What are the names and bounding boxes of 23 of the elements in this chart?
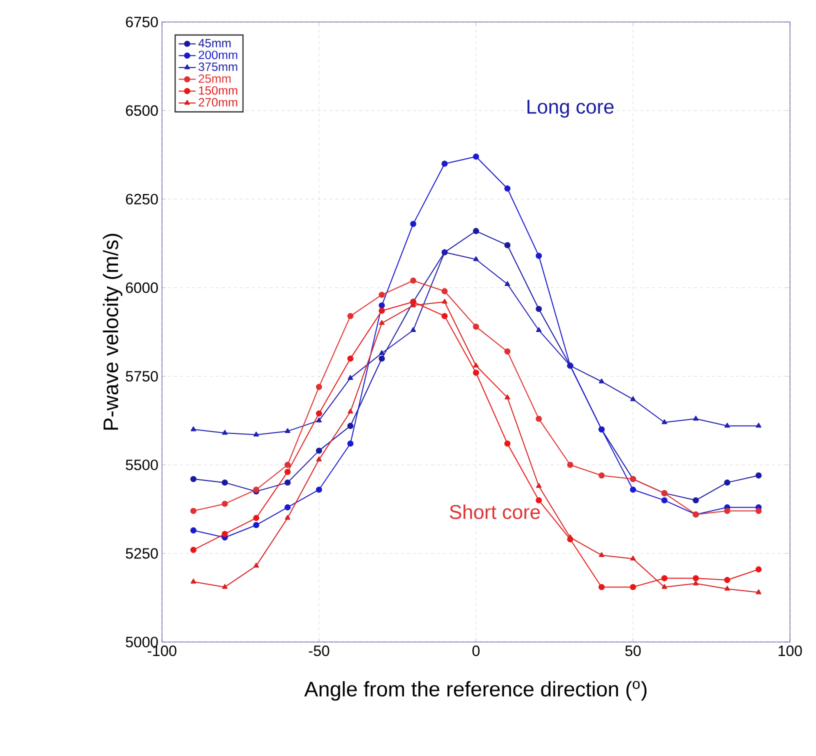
y-tick-label: 5500	[126, 460, 158, 470]
legend-label: 45mm	[198, 38, 231, 48]
legend-label: 150mm	[199, 86, 238, 95]
legend-label: 270mm	[198, 98, 238, 106]
x-tick-label: 100	[778, 646, 802, 656]
legend-label: 200mm	[198, 50, 238, 60]
legend-label: 25mm	[198, 74, 231, 83]
y-tick-label: 6500	[126, 105, 158, 116]
x-tick-label: -100	[148, 646, 176, 656]
x-tick-label: 50	[625, 646, 641, 656]
y-tick-label: 5250	[126, 548, 158, 559]
legend-label: 375mm	[198, 62, 238, 71]
y-tick-label: 6000	[126, 282, 158, 293]
x-axis-title: Angle from the reference direction ($^{o}$)	[304, 680, 646, 701]
y-tick-label: 6750	[126, 16, 158, 28]
y-tick-label: 5000	[126, 636, 158, 648]
y-tick-label: 5750	[126, 370, 158, 382]
y-axis-title: P-wave velocity (m/s)	[102, 234, 122, 430]
y-tick-label: 6250	[126, 194, 158, 204]
x-tick-label: 0	[472, 646, 480, 656]
annotation: Short core	[450, 504, 540, 520]
x-tick-label: -50	[308, 646, 330, 656]
annotation: Long core	[528, 100, 614, 118]
